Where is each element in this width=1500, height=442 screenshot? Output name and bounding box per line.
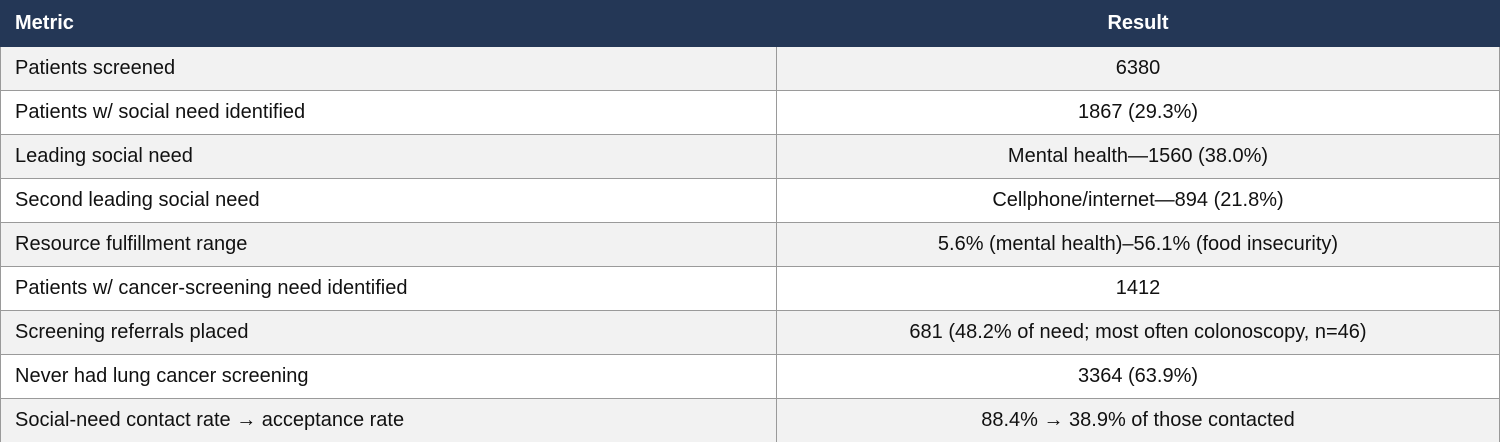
header-row: Metric Result [0,0,1500,47]
table-row: Patients w/ cancer-screening need identi… [0,266,1500,311]
header-cell: Result [776,0,1500,47]
table-row: Screening referrals placed 681 (48.2% of … [0,310,1500,355]
result-cell: Cellphone/internet—894 (21.8%) [776,178,1500,223]
table-row: Patients w/ social need identified 1867 (… [0,90,1500,135]
table-row: Social-need contact rate → acceptance ra… [0,398,1500,442]
table-body: Patients screened 6380 Patients w/ social … [0,46,1500,442]
metric-cell: Patients w/ social need identified [0,90,777,135]
table-row: Never had lung cancer screening 3364 (63.… [0,354,1500,399]
metric-cell: Leading social need [0,134,777,179]
result-cell: 6380 [776,46,1500,91]
table-row: Second leading social need Cellphone/inte… [0,178,1500,223]
table-row: Leading social need Mental health—1560 (3… [0,134,1500,179]
metric-cell: Never had lung cancer screening [0,354,777,399]
table-header: Metric Result [0,0,1500,47]
result-cell: 3364 (63.9%) [776,354,1500,399]
result-cell: 1867 (29.3%) [776,90,1500,135]
table-row: Resource fulfillment range 5.6% (mental h… [0,222,1500,267]
metric-cell: Second leading social need [0,178,777,223]
result-cell: Mental health—1560 (38.0%) [776,134,1500,179]
metric-cell: Social-need contact rate → acceptance ra… [0,398,777,442]
result-cell: 88.4% → 38.9% of those contacted [776,398,1500,442]
result-cell: 1412 [776,266,1500,311]
result-cell: 681 (48.2% of need; most often colonosco… [776,310,1500,355]
table-row: Patients screened 6380 [0,46,1500,91]
metric-cell: Resource fulfillment range [0,222,777,267]
metric-cell: Patients screened [0,46,777,91]
metric-cell: Patients w/ cancer-screening need identi… [0,266,777,311]
header-cell: Metric [0,0,777,47]
result-cell: 5.6% (mental health)–56.1% (food insecur… [776,222,1500,267]
metric-cell: Screening referrals placed [0,310,777,355]
